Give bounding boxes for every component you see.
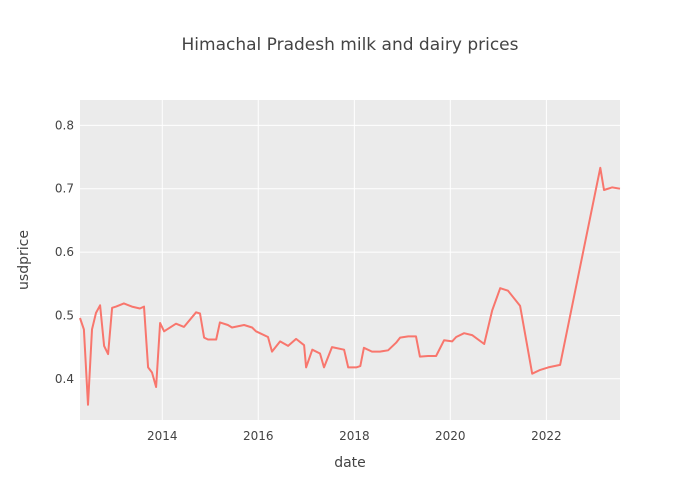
grid [80, 100, 620, 420]
y-axis-ticks: 0.4 0.5 0.6 0.7 0.8 [55, 118, 74, 385]
x-axis-ticks: 2014 2016 2018 2020 2022 [147, 429, 562, 443]
x-tick-label: 2020 [435, 429, 466, 443]
x-axis-title: date [334, 455, 366, 471]
plot-background [80, 100, 620, 420]
x-tick-label: 2016 [243, 429, 274, 443]
series-line [79, 166, 621, 406]
x-tick-label: 2022 [531, 429, 562, 443]
y-axis-title: usdprice [16, 230, 32, 290]
series-layer [79, 166, 621, 406]
chart-title: Himachal Pradesh milk and dairy prices [182, 35, 519, 55]
x-tick-label: 2014 [147, 429, 178, 443]
y-tick-label: 0.6 [55, 245, 74, 259]
y-tick-label: 0.7 [55, 182, 74, 196]
y-tick-label: 0.5 [55, 308, 74, 322]
y-tick-label: 0.8 [55, 118, 74, 132]
x-tick-label: 2018 [339, 429, 370, 443]
y-tick-label: 0.4 [55, 372, 74, 386]
